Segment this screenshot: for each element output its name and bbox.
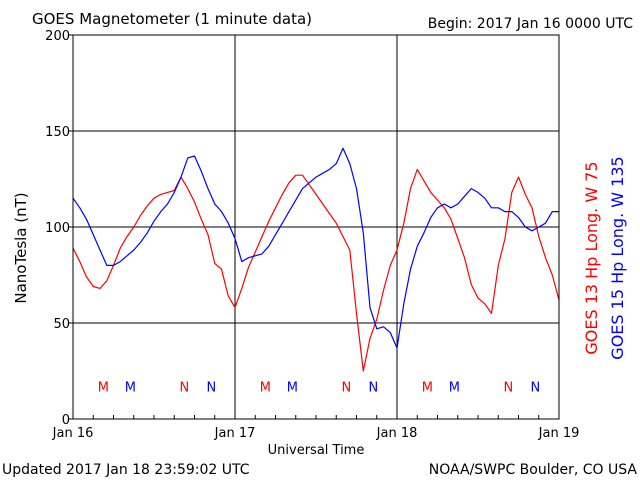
- series-line-goes15: [72, 147, 559, 349]
- tick-layer: 0 50 100 150 200 Jan 16 Jan 17 Jan 18 Jan 19: [45, 29, 579, 441]
- x-tick-label: Jan 16: [52, 426, 94, 441]
- y-tick-label: 50: [53, 317, 70, 332]
- series-layer: [72, 147, 560, 372]
- x-tick-label: Jan 17: [214, 426, 256, 441]
- begin-time: Begin: 2017 Jan 16 0000 UTC: [428, 16, 633, 32]
- noon-midnight-marker: M: [287, 380, 298, 395]
- y-axis-label: NanoTesla (nT): [12, 192, 30, 303]
- grid-layer: [73, 35, 559, 419]
- noon-midnight-marker: N: [369, 380, 379, 395]
- noon-midnight-marker: M: [422, 380, 433, 395]
- x-tick-label: Jan 19: [538, 426, 580, 441]
- noon-midnight-marker: N: [180, 380, 190, 395]
- noon-midnight-marker: N: [531, 380, 541, 395]
- noon-midnight-marker: M: [98, 380, 109, 395]
- legend-goes15: GOES 15 Hp Long. W 135: [608, 156, 627, 359]
- series-line-goes13: [72, 168, 560, 372]
- noon-midnight-marker: M: [125, 380, 136, 395]
- x-axis-label: Universal Time: [268, 443, 365, 458]
- y-tick-label: 100: [45, 221, 70, 236]
- y-tick-label: 150: [45, 125, 70, 140]
- noon-midnight-marker: M: [260, 380, 271, 395]
- y-tick-label: 200: [45, 29, 70, 44]
- noon-midnight-marker: N: [207, 380, 217, 395]
- noon-midnight-marker: N: [504, 380, 514, 395]
- updated-timestamp: Updated 2017 Jan 18 23:59:02 UTC: [2, 462, 250, 478]
- noon-midnight-marker: M: [449, 380, 460, 395]
- legend-goes13: GOES 13 Hp Long. W 75: [582, 161, 601, 354]
- credit-text: NOAA/SWPC Boulder, CO USA: [429, 462, 638, 478]
- chart-title: GOES Magnetometer (1 minute data): [32, 10, 312, 28]
- x-tick-label: Jan 18: [376, 426, 418, 441]
- y-tick-label: 0: [62, 413, 70, 428]
- noon-midnight-marker: N: [342, 380, 352, 395]
